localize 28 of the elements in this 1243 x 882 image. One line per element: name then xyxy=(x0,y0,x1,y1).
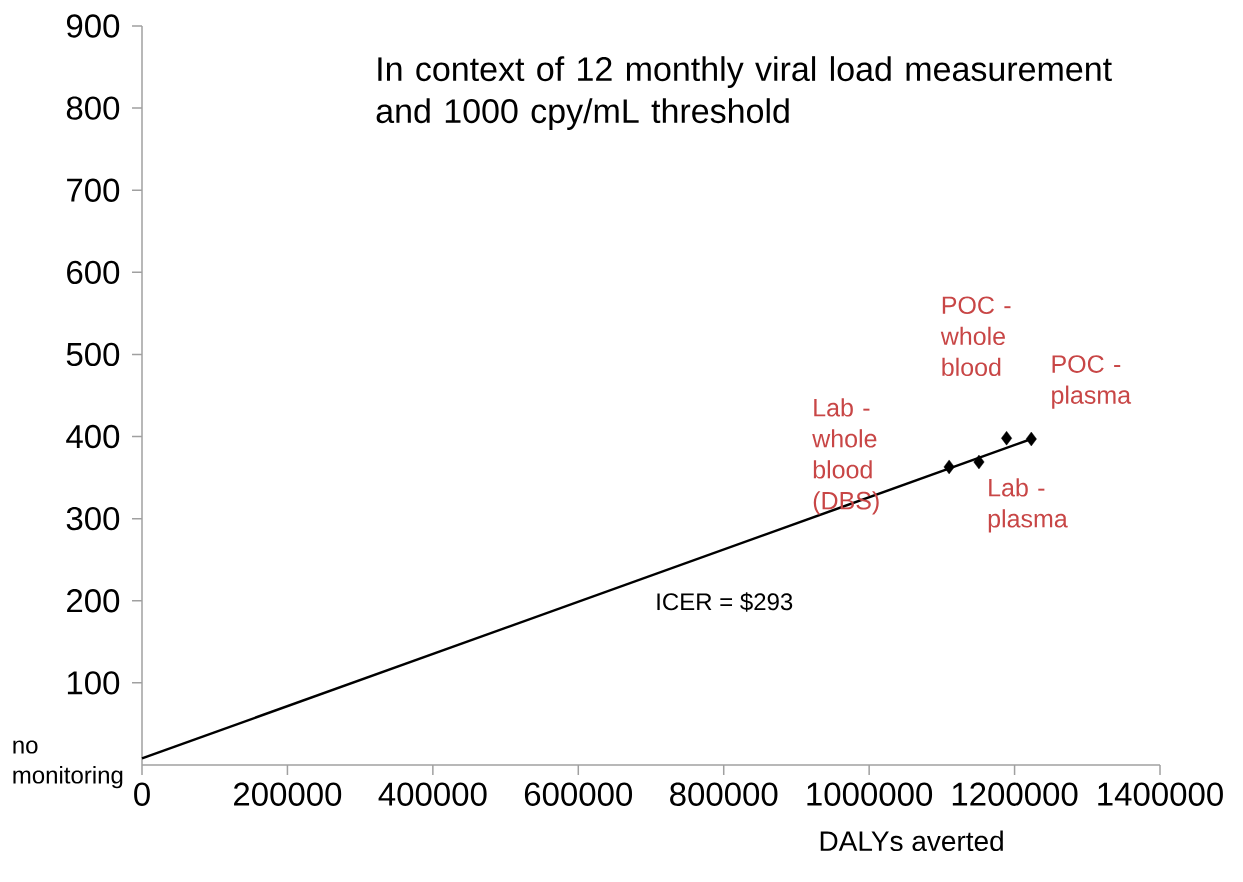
y-tick-label: 900 xyxy=(66,14,120,38)
x-tick-label: 0 xyxy=(134,782,150,806)
x-tick-label: 1400000 xyxy=(1098,782,1223,806)
y-tick-label: 800 xyxy=(66,96,120,120)
y-tick-label: 300 xyxy=(66,506,120,531)
y-tick-label: 700 xyxy=(67,178,120,202)
x-tick-label: 600000 xyxy=(524,782,633,806)
point xyxy=(1001,430,1013,446)
point xyxy=(943,459,955,475)
y-tick-label: 500 xyxy=(66,342,120,367)
x-tick-label: 1200000 xyxy=(952,782,1078,806)
x-tick-label: 200000 xyxy=(234,782,342,806)
x-axis-title: DALYs averted xyxy=(820,830,1003,852)
x-tick-label: 400000 xyxy=(378,782,487,806)
x-tick-label: 1000000 xyxy=(807,782,933,806)
annotation: POC - plasma xyxy=(1052,355,1132,409)
annotation: no monitoring xyxy=(13,740,123,789)
y-tick-label: 600 xyxy=(67,260,120,285)
y-tick-label: 100 xyxy=(67,671,120,695)
x-tick-label: 800000 xyxy=(670,782,778,806)
y-tick-label: 200 xyxy=(67,589,120,613)
point xyxy=(973,454,985,470)
annotation: Lab - plasma xyxy=(988,478,1068,533)
annotation: POC - whole blood xyxy=(940,296,1011,377)
annotation: In context of 12 monthly viral load measurement and 1000 cpy/mL threshold xyxy=(376,56,1112,130)
annotation: ICER = $293 xyxy=(657,592,793,612)
y-tick-label: 400 xyxy=(66,424,120,449)
point xyxy=(1025,431,1037,447)
